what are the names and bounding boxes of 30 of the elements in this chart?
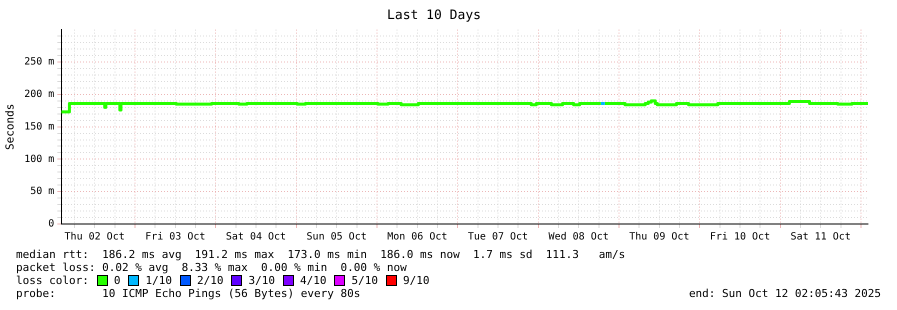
chart-title: Last 10 Days [387,8,481,24]
legend-label: 2/10 [196,274,224,287]
x-tick-label: Thu 02 Oct [64,232,125,243]
y-axis-title: Seconds [3,104,16,150]
x-tick-label: Thu 09 Oct [629,232,690,243]
legend-label: 3/10 [248,274,275,287]
y-tick-label: 150 m [24,121,54,132]
x-tick-label: Wed 08 Oct [548,232,609,243]
x-tick-label: Tue 07 Oct [468,232,528,243]
y-tick-label: 250 m [24,56,54,68]
y-tick-label: 50 m [30,186,54,198]
text: median rtt: 186.2 ms avg 191.2 ms max 173.0 ms min 186.0 ms now 1.7 ms sd 111.3 am/s [16,248,626,261]
y-tick-label: 200 m [24,88,54,100]
x-tick-label: Sat 11 Oct [790,232,851,243]
y-tick-label: 0 [48,218,54,230]
legend-label: 1/10 [145,274,172,287]
legend-label: 9/10 [402,274,430,287]
text: end: Sun Oct 12 02:05:43 2025 [688,287,881,300]
legend-label: 5/10 [351,274,378,287]
legend-title: loss color: [16,274,89,287]
text: packet loss: 0.02 % avg 8.33 % max 0.00 % min 0.00 % now [16,261,408,274]
text: probe: 10 ICMP Echo Pings (56 Bytes) every 80s [16,287,360,300]
x-tick-label: Fri 03 Oct [145,232,206,243]
x-tick-label: Mon 06 Oct [387,232,448,243]
x-tick-label: Fri 10 Oct [710,232,770,243]
legend-label: 4/10 [300,274,326,287]
legend-label: 0 [114,274,120,287]
y-tick-label: 100 m [24,154,54,165]
x-tick-label: Sun 05 Oct [306,232,367,243]
x-tick-label: Sat 04 Oct [226,232,286,243]
